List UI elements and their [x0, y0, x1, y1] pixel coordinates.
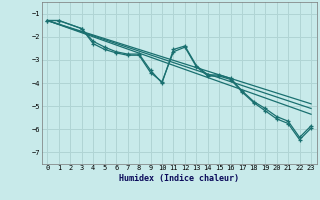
- X-axis label: Humidex (Indice chaleur): Humidex (Indice chaleur): [119, 174, 239, 183]
